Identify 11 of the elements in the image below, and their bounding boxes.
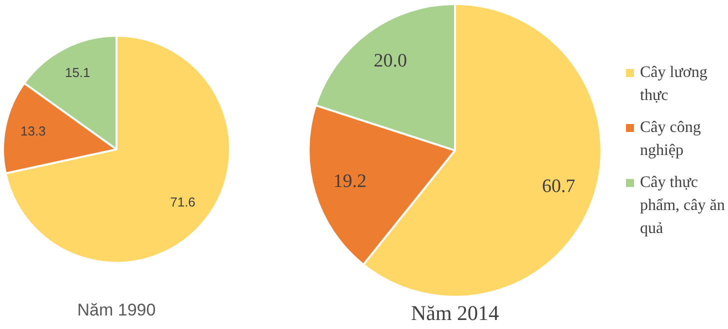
data-label: 60.7 (542, 176, 576, 197)
data-label: 71.6 (170, 194, 196, 210)
legend-label: Cây thực phẩm, cây ăn quả (640, 172, 726, 238)
text: Năm 2014 (410, 300, 500, 325)
data-label: 15.1 (64, 65, 90, 80)
data-label: 19.2 (333, 170, 366, 192)
data-label: 13.3 (20, 124, 46, 139)
legend-label: Cây công nghiệp (640, 118, 702, 160)
text: Năm 1990 (77, 300, 156, 320)
data-label: 20.0 (374, 50, 408, 72)
legend-label: Cây lương thực (640, 62, 708, 106)
